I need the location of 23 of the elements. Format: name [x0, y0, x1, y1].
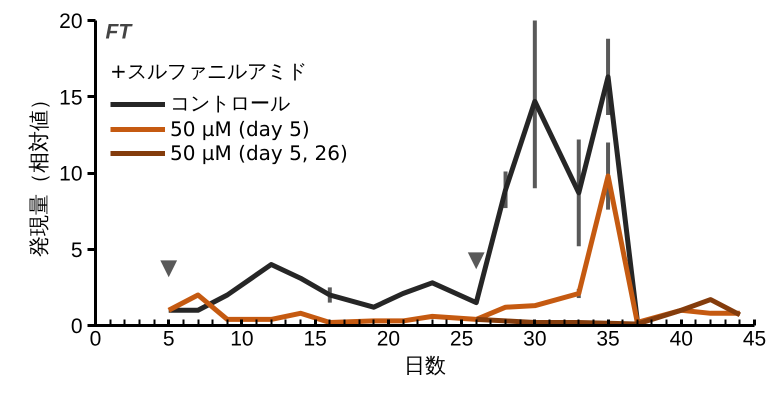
legend-label: 50 μM (day 5, 26)	[170, 141, 348, 165]
annotation: ▼	[468, 248, 485, 273]
x-axis-title: 日数	[404, 354, 446, 378]
legend-label: コントロール	[170, 90, 290, 117]
x-tick-label: 35	[596, 328, 620, 350]
legend-label: 50 μM (day 5)	[170, 117, 310, 141]
y-tick-label: 5	[70, 238, 83, 262]
x-tick-label: 10	[230, 328, 254, 350]
y-axis-title: 発現量（相対値）	[27, 89, 52, 257]
x-tick-label: 30	[523, 328, 547, 350]
chart-title: FT	[106, 20, 134, 44]
y-tick-label: 10	[59, 162, 82, 186]
legend-title: +スルファニルアミド	[110, 58, 308, 85]
y-tick-label: 15	[59, 86, 82, 110]
x-tick-label: 20	[376, 328, 400, 350]
x-tick-label: 45	[742, 328, 766, 350]
x-tick-label: 25	[450, 328, 474, 350]
y-tick-label: 20	[59, 10, 82, 33]
x-tick-label: 40	[670, 328, 693, 350]
x-tick-label: 15	[303, 328, 327, 350]
x-tick-label: 5	[162, 328, 175, 350]
annotation: ▼	[160, 255, 178, 280]
x-tick-label: 0	[90, 328, 102, 350]
